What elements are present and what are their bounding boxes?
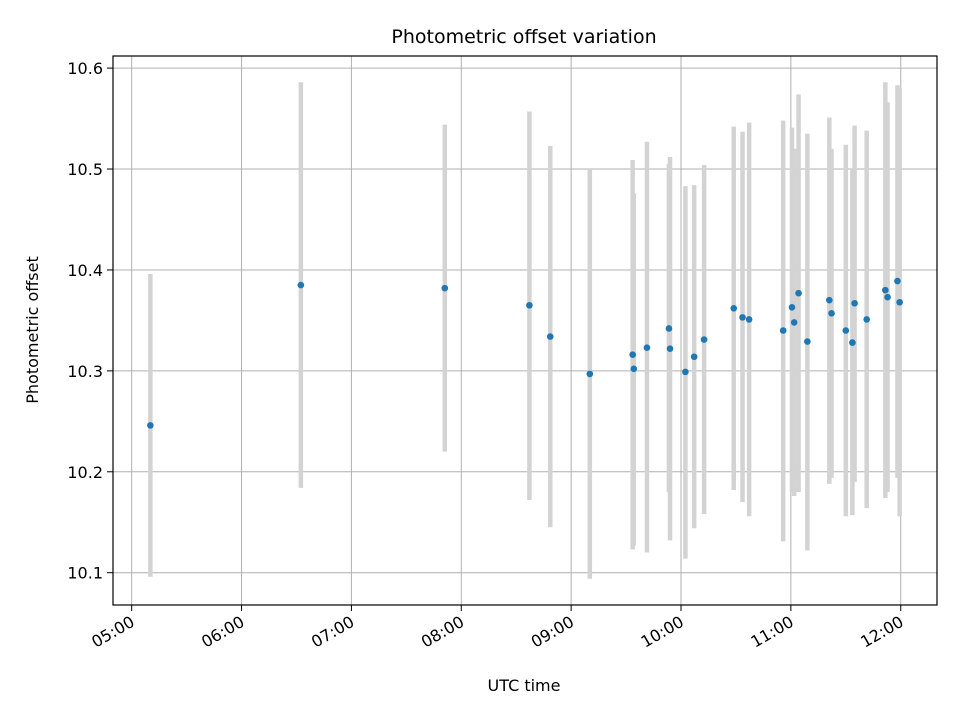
data-point [804,338,811,345]
data-point [779,327,787,334]
y-tick-label: 10.1 [67,564,103,583]
data-point [826,296,833,304]
data-point [849,339,856,346]
y-tick-label: 10.3 [67,362,103,381]
data-point [863,316,870,323]
data-point [882,286,889,294]
y-tick-label: 10.5 [67,160,103,179]
data-point [147,422,154,429]
data-point [586,370,594,378]
data-point [690,353,698,361]
data-point [700,336,708,343]
data-point [788,303,796,311]
data-point [629,351,636,359]
data-point [297,281,305,289]
data-point [745,316,753,323]
data-point [526,301,533,309]
data-point [630,365,638,373]
data-point [730,304,738,312]
y-tick-label: 10.6 [67,59,103,78]
data-point [665,325,673,332]
y-axis-title: Photometric offset [23,256,42,404]
data-point [896,298,903,306]
y-tick-label: 10.4 [67,261,103,280]
data-point [842,327,850,334]
y-tick-label: 10.2 [67,463,103,482]
chart-title: Photometric offset variation [391,26,656,48]
y-axis-ticks: 10.1 10.2 10.3 10.4 10.5 10.6 [67,59,113,583]
data-point [790,319,798,326]
data-point [546,333,554,340]
x-axis-title: UTC time [488,676,561,695]
data-point [739,314,746,321]
data-point [441,284,449,292]
data-points [147,277,903,429]
data-point [643,344,651,351]
data-point [884,293,891,301]
data-point [851,299,858,307]
data-point [666,345,674,352]
data-point [795,289,802,297]
plot-area-frame [112,55,938,606]
data-point [682,368,689,376]
data-point [894,277,901,285]
data-point [828,310,835,317]
